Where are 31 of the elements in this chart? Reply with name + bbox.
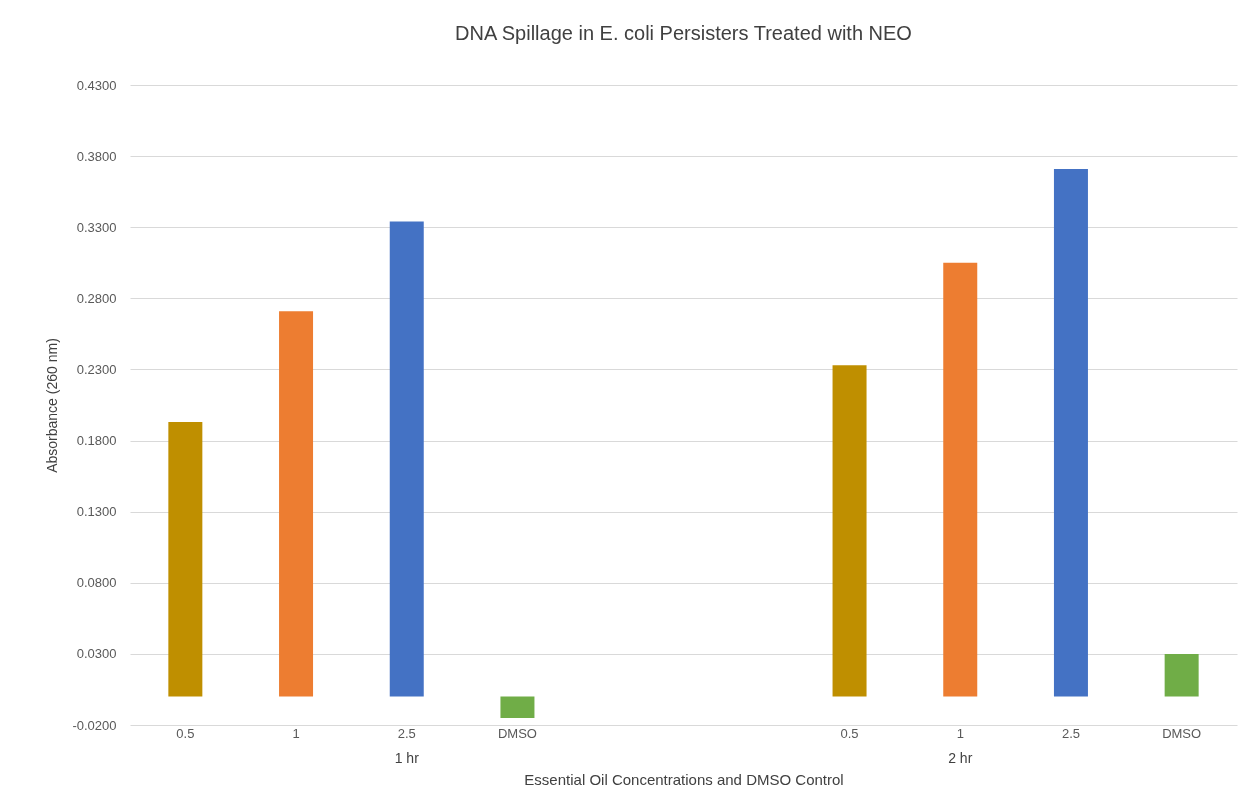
y-tick-label: 0.3800 [76, 148, 117, 164]
y-tick-label: 0.1800 [76, 433, 117, 449]
y-tick-label: 0.2300 [76, 361, 117, 377]
bar [168, 422, 203, 697]
bar [389, 221, 424, 697]
bar [1053, 168, 1088, 697]
y-tick-label: 0.4300 [76, 77, 117, 93]
y-tick-label: 0.2800 [76, 290, 117, 306]
y-axis-title: Absorbance (260 nm) [44, 338, 61, 473]
y-tick-label: 0.0300 [76, 646, 117, 662]
text: 2 hr [948, 750, 973, 766]
text: 1 hr [394, 750, 420, 766]
bar [832, 365, 867, 697]
x-tick-label: DMSO [1162, 725, 1202, 741]
y-tick-label: 0.3300 [76, 219, 117, 235]
x-tick-label: 0.5 [840, 725, 859, 741]
bar [279, 311, 314, 697]
y-tick-label: 0.1300 [76, 504, 117, 520]
y-tick-label: -0.0200 [72, 717, 117, 733]
chart-title: DNA Spillage in E. coli Persisters Treated with NEO [455, 22, 912, 44]
bar [1164, 653, 1199, 697]
x-tick-label: 0.5 [176, 725, 195, 741]
x-tick-label: 2.5 [397, 725, 416, 741]
x-axis-title: Essential Oil Concentrations and DMSO Control [524, 770, 844, 788]
x-tick-label: DMSO [497, 725, 537, 741]
x-tick-label: 2.5 [1061, 725, 1080, 741]
y-tick-label: 0.0800 [76, 575, 117, 591]
x-tick-label: 1 [956, 725, 964, 741]
bar [943, 262, 978, 697]
bar [500, 696, 535, 718]
x-tick-label: 1 [292, 725, 300, 741]
